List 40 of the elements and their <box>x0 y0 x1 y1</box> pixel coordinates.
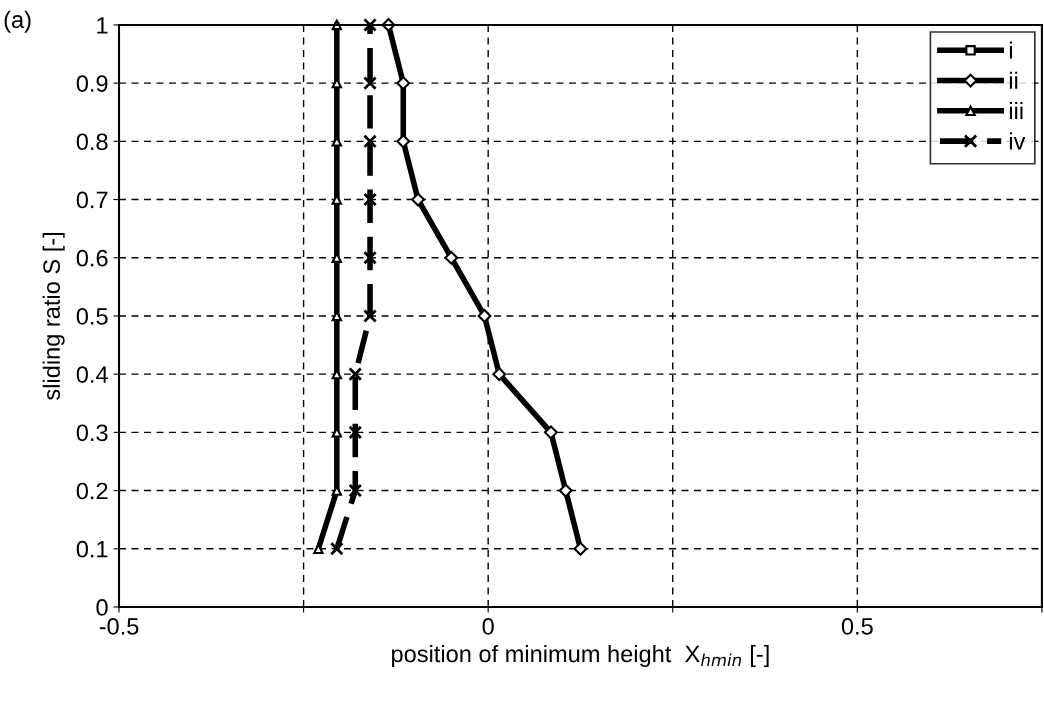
x-tick-label: 0 <box>482 618 494 635</box>
point <box>492 367 507 382</box>
point <box>363 192 377 207</box>
text: (a) <box>4 10 31 33</box>
point <box>363 76 377 91</box>
point <box>477 309 492 323</box>
point <box>348 367 363 382</box>
y-tick-label: 0.7 <box>76 191 108 209</box>
y-axis-title: sliding ratio S [-] <box>42 232 65 400</box>
point <box>329 541 344 556</box>
legend-label: iv <box>1009 132 1026 150</box>
y-tick-label: 0.6 <box>76 249 108 267</box>
x-axis-title: position of minimum height X$_{hmin}$ [-] <box>392 644 769 667</box>
point <box>348 483 363 498</box>
legend-label: iii <box>1009 102 1023 120</box>
point <box>363 309 377 323</box>
point <box>363 17 377 32</box>
y-tick-label: 0.5 <box>76 308 108 325</box>
point <box>558 483 573 498</box>
point <box>363 134 377 149</box>
point <box>363 250 377 265</box>
y-tick-label: 0.9 <box>76 75 108 92</box>
point <box>444 250 459 265</box>
x-tick-label: -0.5 <box>99 618 139 635</box>
x-tick-label: 0.5 <box>841 618 873 635</box>
point <box>348 425 363 440</box>
y-tick-label: 0.3 <box>76 424 108 442</box>
legend-label: i <box>1009 41 1012 59</box>
y-tick-label: 0.1 <box>76 540 108 558</box>
y-tick-label: 0.8 <box>76 133 108 151</box>
legend-label: ii <box>1009 71 1018 89</box>
point <box>396 134 411 149</box>
y-tick-label: 0.4 <box>76 366 108 383</box>
point <box>573 541 588 556</box>
y-tick-label: 0 <box>96 599 108 616</box>
y-tick-label: 0.2 <box>76 482 108 500</box>
point <box>313 543 324 554</box>
point <box>544 425 558 440</box>
y-tick-label: 1 <box>97 17 108 34</box>
point <box>411 192 425 207</box>
